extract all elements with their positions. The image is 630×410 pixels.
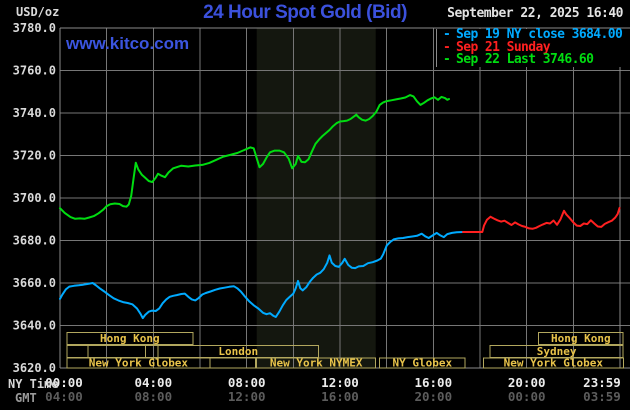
series-dash-icon: - (443, 27, 451, 42)
legend-label: Sep 21 Sunday (456, 39, 551, 55)
kitco-watermark-link[interactable]: www.kitco.com (66, 34, 190, 53)
session-label: Hong Kong (100, 332, 160, 345)
price-line-series-1 (462, 207, 621, 233)
legend-label: Sep 19 NY close 3684.00 (456, 27, 623, 42)
session-box (537, 332, 624, 345)
session-label: Sydney (537, 345, 577, 358)
chart-legend: - Sep 19 NY close 3684.00 - Sep 21 Sunday … (436, 27, 630, 67)
svg-text:3740.0: 3740.0 (13, 106, 56, 120)
svg-text:3660.0: 3660.0 (13, 276, 56, 290)
svg-text:00:00: 00:00 (508, 389, 546, 404)
svg-text:3760.0: 3760.0 (13, 64, 56, 78)
svg-text:3640.0: 3640.0 (13, 319, 56, 333)
session-label: New York Globex (89, 357, 189, 370)
svg-text:04:00: 04:00 (45, 389, 83, 404)
series-dash-icon: - (443, 52, 451, 67)
svg-text:08:00: 08:00 (228, 375, 266, 390)
svg-text:23:59: 23:59 (583, 375, 621, 390)
session-label: New York Globex (504, 357, 604, 370)
legend-item-sep22: - Sep 22 Last 3746.60 (443, 52, 630, 67)
session-box (482, 357, 624, 369)
session-label: New York NYMEX (270, 357, 363, 370)
svg-text:3620.0: 3620.0 (13, 361, 56, 375)
svg-text:3700.0: 3700.0 (13, 191, 56, 205)
x-axis-gmt-label: GMT (15, 391, 37, 405)
svg-text:12:00: 12:00 (321, 375, 359, 390)
session-box (209, 357, 257, 369)
y-axis-unit-label: USD/oz (16, 5, 60, 19)
x-axis-gmt-tick-labels: 04:00 08:00 12:00 16:00 20:00 00:00 03:59 (45, 389, 621, 404)
session-box (256, 357, 377, 369)
svg-text:16:00: 16:00 (321, 389, 359, 404)
session-label: NY Globex (392, 357, 452, 370)
price-line-series-0 (59, 231, 464, 320)
svg-text:08:00: 08:00 (134, 389, 172, 404)
svg-text:12:00: 12:00 (228, 389, 266, 404)
svg-text:16:00: 16:00 (414, 375, 452, 390)
legend-item-sep19: - Sep 19 NY close 3684.00 (443, 27, 630, 42)
session-box (66, 345, 89, 358)
svg-text:00:00: 00:00 (45, 375, 83, 390)
session-box (378, 357, 466, 369)
x-axis-ny-tick-labels: 00:00 04:00 08:00 12:00 16:00 20:00 23:59 (45, 375, 621, 390)
svg-text:3680.0: 3680.0 (13, 234, 56, 248)
svg-text:04:00: 04:00 (134, 375, 172, 390)
legend-item-sep21: - Sep 21 Sunday (443, 39, 630, 55)
x-axis-ny-time-label: NY Time (8, 377, 59, 391)
svg-text:3720.0: 3720.0 (13, 149, 56, 163)
price-line-series-2 (59, 94, 450, 220)
series-dash-icon: - (443, 39, 451, 55)
svg-text:20:00: 20:00 (508, 375, 546, 390)
y-axis-tick-labels: 3780.0 3760.0 3740.0 3720.0 3700.0 3680.0 3660… (13, 21, 56, 375)
session-label: Hong Kong (551, 332, 611, 345)
session-label: London (218, 345, 258, 358)
svg-text:03:59: 03:59 (583, 389, 621, 404)
session-box (66, 332, 194, 345)
legend-label: Sep 22 Last 3746.60 (456, 52, 594, 67)
page-title: 24 Hour Spot Gold (Bid) (203, 2, 407, 23)
svg-text:3780.0: 3780.0 (13, 21, 56, 35)
chart-datetime: September 22, 2025 16:40 (447, 6, 623, 21)
svg-text:20:00: 20:00 (414, 389, 452, 404)
